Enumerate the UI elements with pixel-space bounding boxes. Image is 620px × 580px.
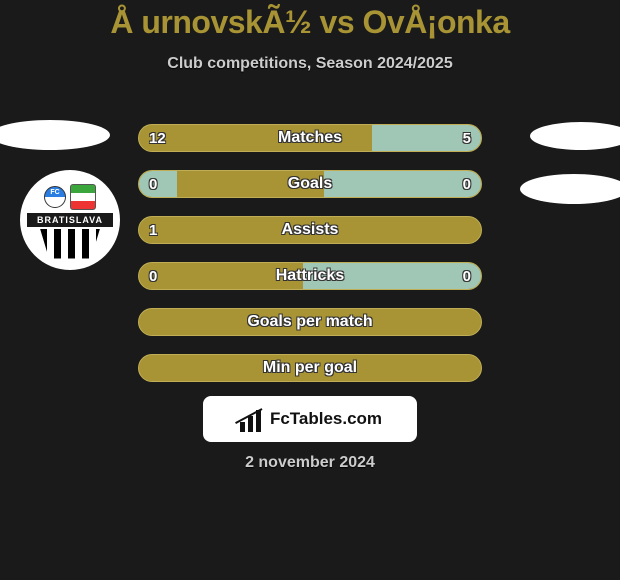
fctables-logo: FcTables.com: [203, 396, 417, 442]
snapshot-date: 2 november 2024: [0, 454, 620, 472]
stat-value-right: 0: [463, 176, 471, 193]
bar-seg-right: [324, 171, 481, 197]
stat-bar: 0 Hattricks 0: [138, 262, 482, 290]
stat-label: Goals: [288, 175, 332, 193]
player-photo-left-placeholder: [0, 120, 110, 150]
fctables-chart-icon: [238, 406, 264, 432]
stat-bar: Min per goal: [138, 354, 482, 382]
badge-stripes-icon: [40, 229, 100, 259]
stat-value-left: 1: [149, 222, 157, 239]
stat-bars: 12 Matches 5 0 Goals 0 1 Assists 0 Hattricks 0 Goal…: [138, 124, 482, 382]
club-badge-left: FC BRATISLAVA: [20, 170, 120, 270]
stat-bar: 0 Goals 0: [138, 170, 482, 198]
badge-fc-icon: FC: [44, 186, 66, 208]
stat-label: Matches: [278, 129, 342, 147]
page-title: Å urnovskÃ½ vs OvÅ¡onka: [0, 0, 620, 41]
subtitle: Club competitions, Season 2024/2025: [0, 55, 620, 73]
stat-value-right: 5: [463, 130, 471, 147]
stat-label: Min per goal: [263, 359, 357, 377]
stat-label: Assists: [282, 221, 339, 239]
stat-value-left: 0: [149, 268, 157, 285]
stat-label: Hattricks: [276, 267, 344, 285]
stat-value-left: 0: [149, 176, 157, 193]
badge-ribbon-text: BRATISLAVA: [27, 213, 113, 227]
stat-value-right: 0: [463, 268, 471, 285]
badge-crest-icon: [70, 184, 96, 210]
stat-label: Goals per match: [247, 313, 372, 331]
fctables-logo-text: FcTables.com: [270, 409, 382, 429]
stat-value-left: 12: [149, 130, 166, 147]
player-photo-right-placeholder: [530, 122, 620, 150]
club-logo-right-placeholder: [520, 174, 620, 204]
stat-bar: Goals per match: [138, 308, 482, 336]
bar-seg-left: [139, 171, 177, 197]
stat-bar: 1 Assists: [138, 216, 482, 244]
stat-bar: 12 Matches 5: [138, 124, 482, 152]
